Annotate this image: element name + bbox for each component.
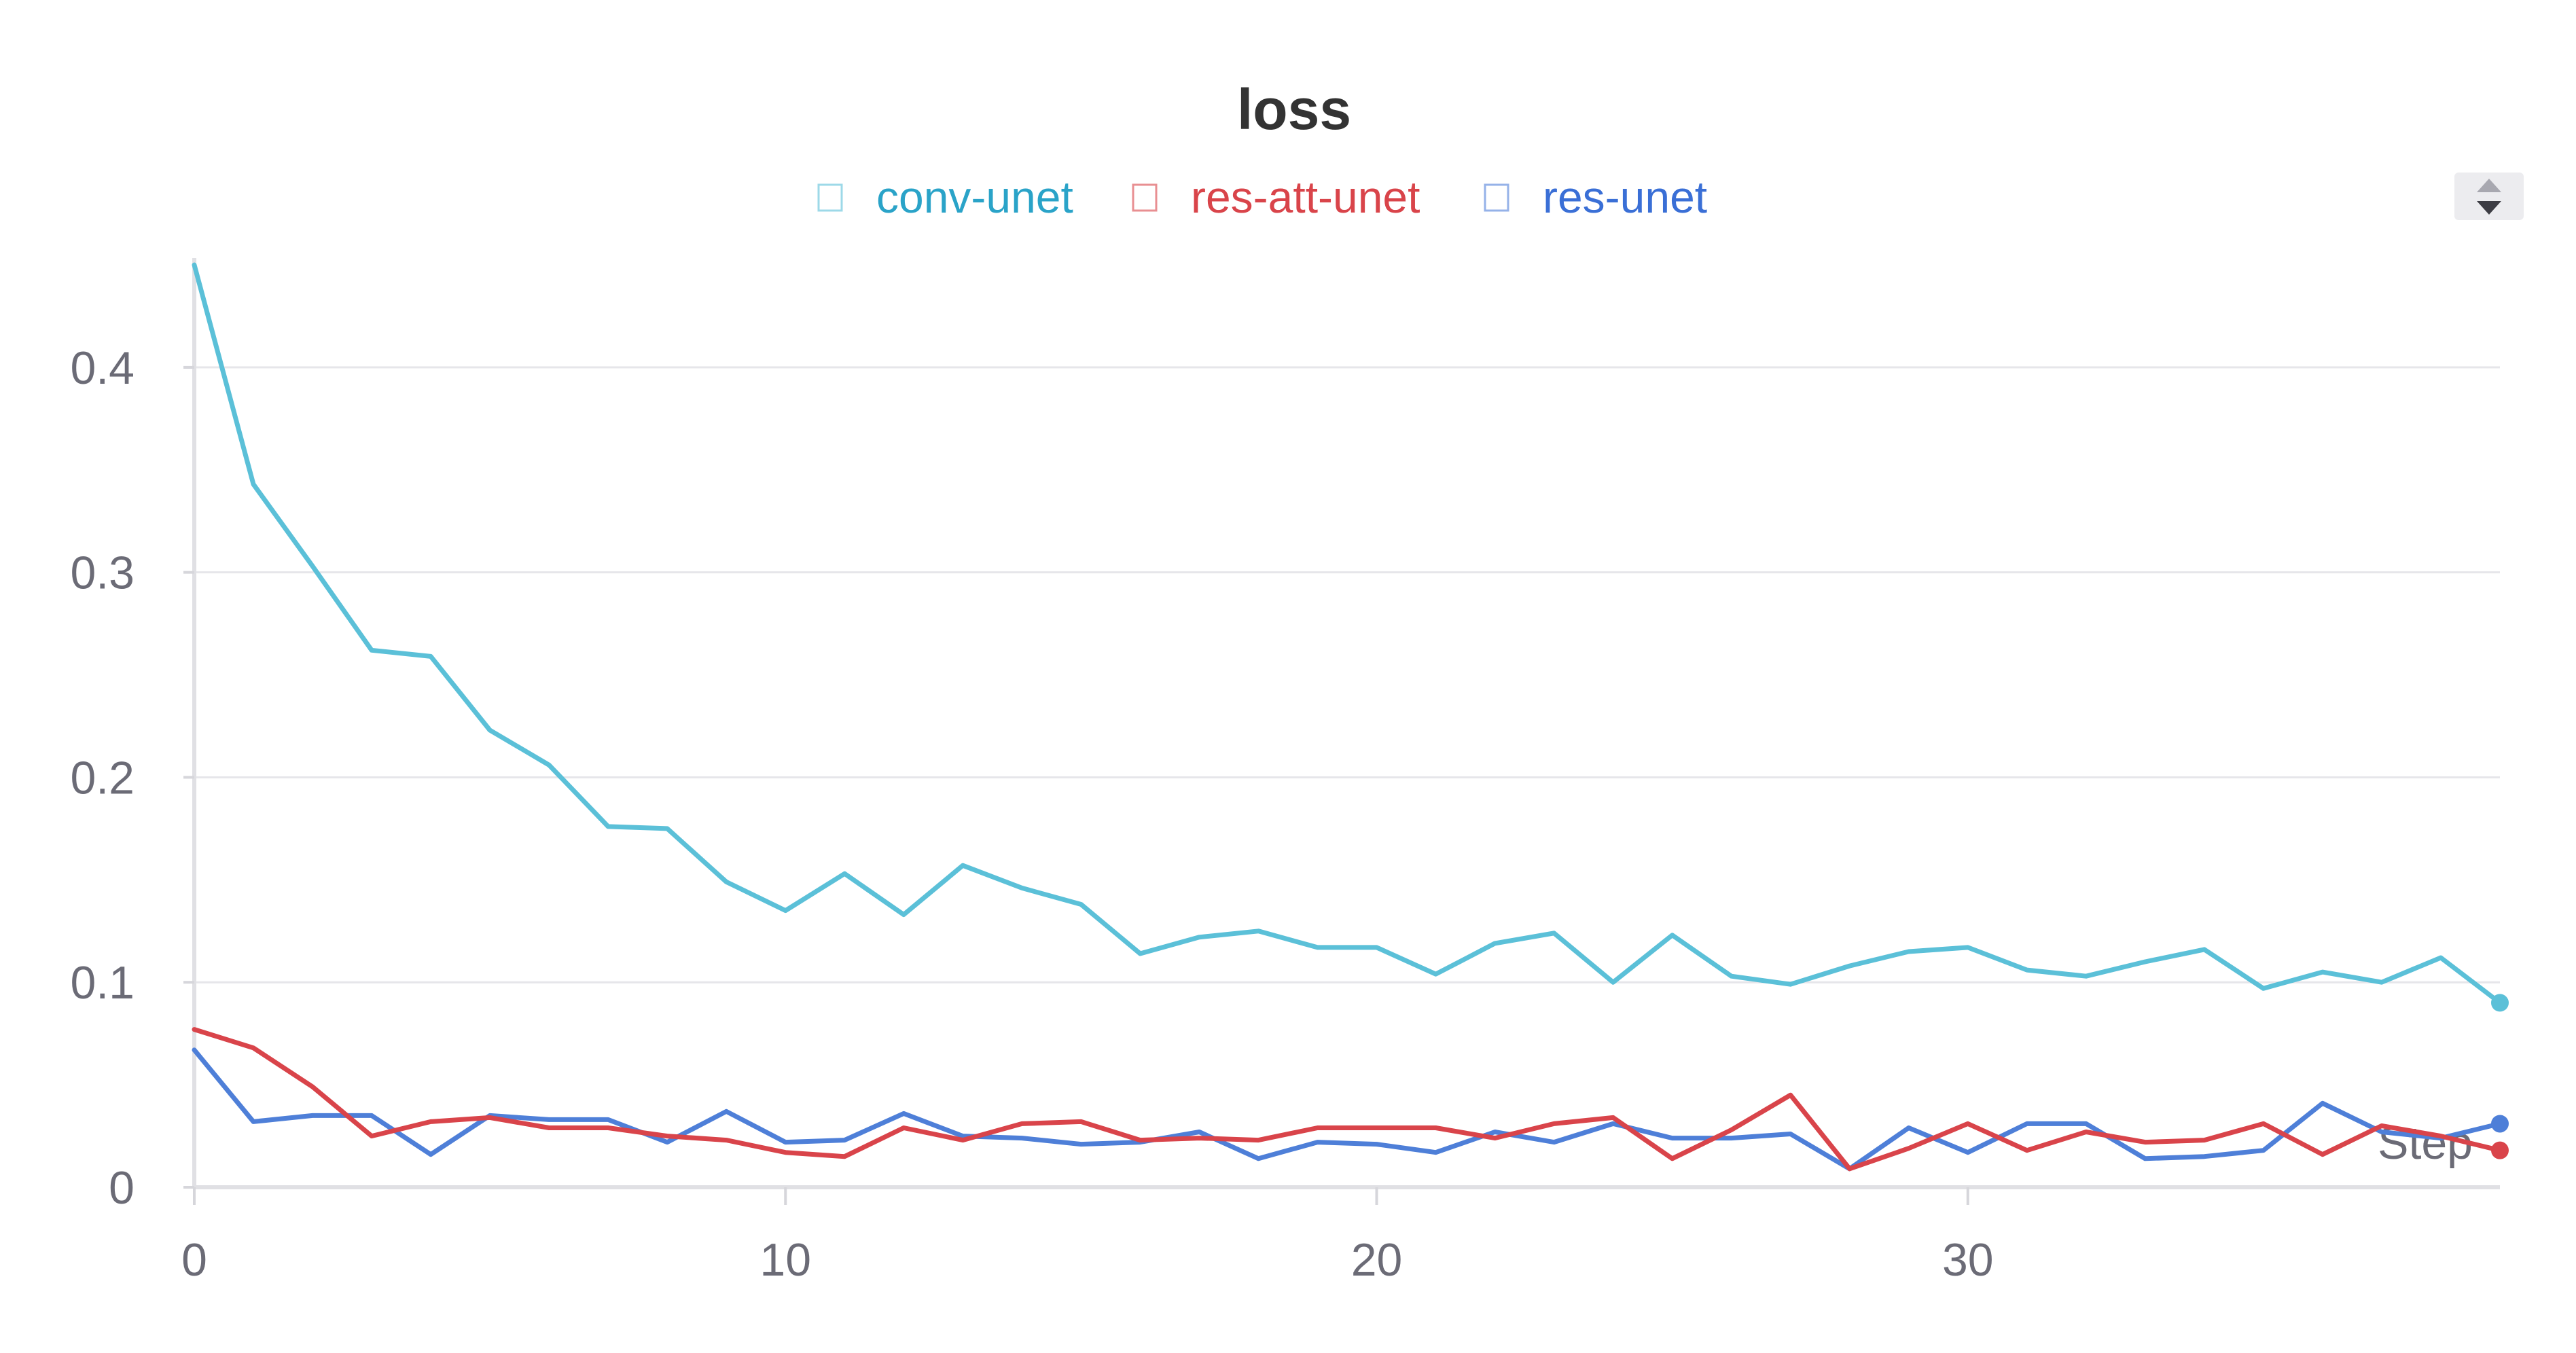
series-end-point-res-att-unet — [2491, 1141, 2509, 1159]
chart-title: loss — [1237, 77, 1351, 141]
series-line-res-unet — [192, 1047, 2503, 1172]
legend-sort-button[interactable] — [2454, 173, 2524, 220]
series-end-points — [2491, 994, 2509, 1159]
grid — [194, 366, 2500, 984]
series-line-conv-unet — [192, 262, 2503, 1005]
sort-arrows-icon — [2477, 179, 2501, 192]
legend-label-conv-unet: conv-unet — [876, 172, 1073, 222]
y-tick-label-4: 0.4 — [70, 342, 135, 394]
legend-swatch-res-unet — [1484, 183, 1509, 212]
x-tick-label-3: 30 — [1942, 1234, 1994, 1286]
y-tick-label-3: 0.3 — [70, 547, 135, 599]
legend-swatch-conv-unet — [817, 183, 843, 212]
legend-label-res-att-unet: res-att-unet — [1191, 172, 1420, 222]
series-line-res-att-unet — [192, 1027, 2503, 1172]
x-axis-label: Step — [2378, 1117, 2473, 1169]
legend-swatch-res-att-unet — [1132, 183, 1158, 212]
legend: conv-unet res-att-unet res-unet — [817, 172, 1707, 222]
y-tick-label-0: 0 — [109, 1162, 135, 1214]
sort-button-bg[interactable] — [2454, 173, 2524, 220]
y-tick-label-2: 0.2 — [70, 752, 135, 804]
x-tick-label-0: 0 — [181, 1234, 207, 1286]
series-end-point-conv-unet — [2491, 994, 2509, 1012]
series-lines — [192, 262, 2503, 1172]
y-tick-label-1: 0.1 — [70, 957, 135, 1009]
legend-label-res-unet: res-unet — [1543, 172, 1707, 222]
sort-arrows-icon-down — [2477, 201, 2501, 215]
y-axis-ticks: 0 0.1 0.2 0.3 0.4 — [70, 342, 194, 1214]
x-tick-label-2: 20 — [1351, 1234, 1403, 1286]
x-tick-label-1: 10 — [759, 1234, 811, 1286]
series-end-point-res-unet — [2491, 1115, 2509, 1133]
x-axis-ticks: 0 10 20 30 — [181, 1187, 1994, 1286]
axes — [192, 258, 2500, 1189]
